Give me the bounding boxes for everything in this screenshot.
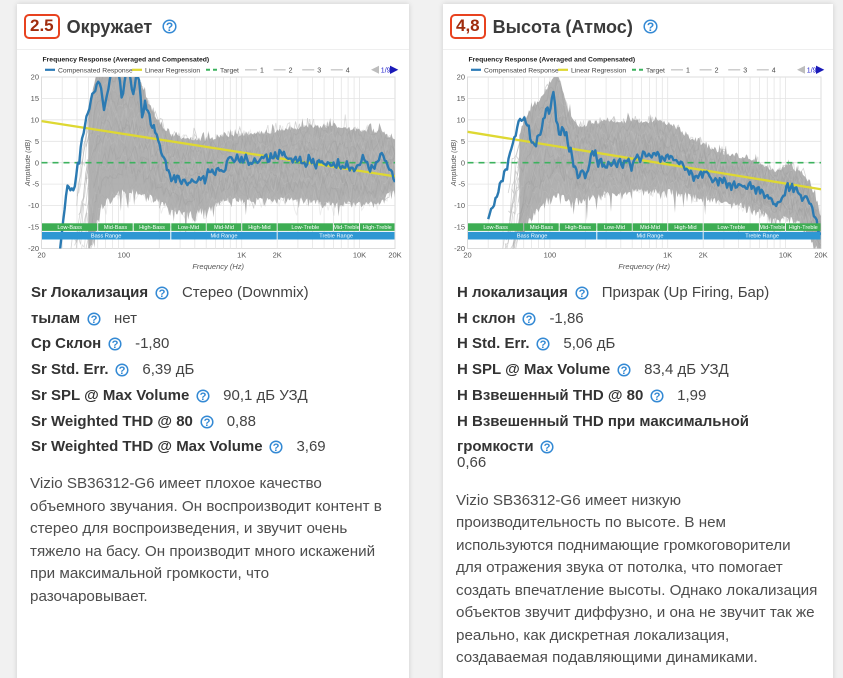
svg-text:Mid-Mid: Mid-Mid	[640, 225, 660, 231]
svg-text:Treble Range: Treble Range	[745, 234, 779, 240]
svg-text:2K: 2K	[699, 251, 708, 260]
svg-text:High-Bass: High-Bass	[139, 225, 165, 231]
svg-text:Mid-Treble: Mid-Treble	[333, 225, 360, 231]
svg-text:10K: 10K	[353, 251, 366, 260]
svg-text:Frequency Response (Averaged a: Frequency Response (Averaged and Compens…	[469, 57, 636, 64]
svg-text:1/9: 1/9	[807, 67, 817, 74]
svg-text:?: ?	[544, 442, 551, 454]
svg-text:?: ?	[578, 288, 585, 300]
svg-text:Mid-Bass: Mid-Bass	[530, 225, 554, 231]
svg-text:?: ?	[119, 365, 126, 377]
svg-text:-5: -5	[32, 180, 39, 189]
svg-text:?: ?	[112, 339, 119, 351]
svg-text:1: 1	[686, 67, 690, 74]
svg-text:Mid-Treble: Mid-Treble	[759, 225, 786, 231]
svg-text:10: 10	[31, 115, 39, 124]
svg-text:5: 5	[461, 137, 465, 146]
svg-text:Mid Range: Mid Range	[210, 234, 237, 240]
svg-text:?: ?	[273, 442, 280, 454]
svg-text:?: ?	[158, 288, 165, 300]
svg-text:?: ?	[654, 391, 661, 403]
svg-text:Compensated Response: Compensated Response	[484, 67, 559, 74]
svg-text:?: ?	[540, 339, 547, 351]
svg-text:Compensated Response: Compensated Response	[58, 67, 133, 74]
svg-text:Treble Range: Treble Range	[319, 234, 353, 240]
svg-text:15: 15	[31, 94, 39, 103]
svg-text:-5: -5	[458, 180, 465, 189]
svg-text:?: ?	[200, 391, 207, 403]
svg-text:1/9: 1/9	[381, 67, 391, 74]
svg-text:High-Bass: High-Bass	[565, 225, 591, 231]
svg-text:0: 0	[35, 158, 39, 167]
svg-text:Amplitude (dB): Amplitude (dB)	[451, 140, 458, 187]
svg-text:-20: -20	[454, 244, 465, 253]
svg-text:Low-Treble: Low-Treble	[717, 225, 745, 231]
svg-text:Bass Range: Bass Range	[517, 234, 547, 240]
svg-text:Target: Target	[220, 67, 239, 74]
svg-text:Low-Bass: Low-Bass	[483, 225, 508, 231]
svg-text:3: 3	[743, 67, 747, 74]
svg-text:Linear Regression: Linear Regression	[571, 67, 626, 74]
svg-text:2K: 2K	[273, 251, 282, 260]
svg-text:Mid Range: Mid Range	[636, 234, 663, 240]
svg-text:High-Mid: High-Mid	[248, 225, 270, 231]
svg-text:1: 1	[260, 67, 264, 74]
svg-text:High-Treble: High-Treble	[363, 225, 392, 231]
svg-text:Linear Regression: Linear Regression	[145, 67, 200, 74]
svg-text:Low-Bass: Low-Bass	[57, 225, 82, 231]
svg-text:20: 20	[457, 73, 465, 82]
svg-text:Target: Target	[646, 67, 665, 74]
svg-text:100: 100	[544, 251, 557, 260]
svg-text:High-Treble: High-Treble	[789, 225, 818, 231]
svg-text:Bass Range: Bass Range	[91, 234, 121, 240]
svg-text:10: 10	[457, 115, 465, 124]
svg-text:?: ?	[203, 416, 210, 428]
svg-text:5: 5	[35, 137, 39, 146]
svg-text:20: 20	[463, 251, 471, 260]
svg-text:20: 20	[37, 251, 45, 260]
svg-text:-10: -10	[28, 201, 39, 210]
svg-text:?: ?	[166, 20, 173, 34]
svg-text:-20: -20	[28, 244, 39, 253]
svg-text:20: 20	[31, 73, 39, 82]
svg-text:High-Mid: High-Mid	[674, 225, 696, 231]
svg-text:Mid-Mid: Mid-Mid	[214, 225, 234, 231]
svg-text:1K: 1K	[237, 251, 246, 260]
svg-text:4: 4	[346, 67, 350, 74]
svg-text:10K: 10K	[779, 251, 792, 260]
svg-text:Frequency (Hz): Frequency (Hz)	[192, 262, 244, 271]
svg-text:100: 100	[118, 251, 131, 260]
svg-text:20K: 20K	[388, 251, 401, 260]
svg-text:0: 0	[461, 158, 465, 167]
svg-text:Low-Treble: Low-Treble	[291, 225, 319, 231]
svg-text:Amplitude (dB): Amplitude (dB)	[25, 140, 32, 187]
svg-text:4: 4	[772, 67, 776, 74]
svg-text:Low-Mid: Low-Mid	[604, 225, 625, 231]
svg-text:?: ?	[647, 20, 654, 34]
svg-text:2: 2	[715, 67, 719, 74]
svg-text:20K: 20K	[814, 251, 827, 260]
svg-text:?: ?	[526, 314, 533, 326]
svg-text:-10: -10	[454, 201, 465, 210]
svg-text:15: 15	[457, 94, 465, 103]
svg-text:Mid-Bass: Mid-Bass	[104, 225, 128, 231]
svg-text:Low-Mid: Low-Mid	[178, 225, 199, 231]
svg-text:1K: 1K	[663, 251, 672, 260]
svg-text:Frequency (Hz): Frequency (Hz)	[618, 262, 670, 271]
svg-text:?: ?	[621, 365, 628, 377]
svg-text:3: 3	[317, 67, 321, 74]
svg-text:?: ?	[90, 314, 97, 326]
svg-text:-15: -15	[454, 223, 465, 232]
svg-text:Frequency Response (Averaged a: Frequency Response (Averaged and Compens…	[43, 57, 210, 64]
svg-text:-15: -15	[28, 223, 39, 232]
svg-text:2: 2	[289, 67, 293, 74]
